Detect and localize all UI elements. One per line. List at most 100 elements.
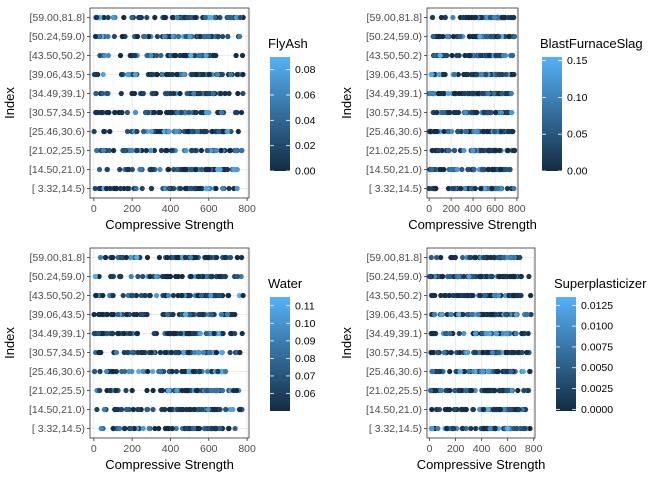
data-point bbox=[447, 273, 453, 280]
data-point bbox=[507, 273, 513, 280]
data-point bbox=[118, 71, 125, 78]
data-point bbox=[170, 311, 176, 318]
x-tick-label: 400 bbox=[162, 443, 180, 455]
data-point bbox=[487, 425, 493, 432]
data-point bbox=[510, 128, 516, 135]
x-axis-title: Compressive Strength bbox=[105, 217, 234, 232]
data-point bbox=[473, 109, 479, 116]
data-point bbox=[233, 52, 239, 59]
data-point bbox=[130, 406, 136, 413]
data-point bbox=[223, 368, 229, 375]
data-point bbox=[150, 387, 156, 394]
data-point bbox=[507, 166, 513, 173]
data-point bbox=[442, 14, 448, 21]
y-tick-label: [ 3.32,14.5) bbox=[369, 423, 422, 435]
data-point bbox=[217, 406, 223, 413]
data-point bbox=[464, 311, 470, 318]
data-point bbox=[432, 311, 438, 318]
data-point bbox=[154, 33, 160, 40]
data-point bbox=[178, 330, 184, 337]
data-point bbox=[130, 292, 136, 299]
data-point bbox=[185, 387, 191, 394]
data-point bbox=[154, 71, 160, 78]
data-point bbox=[135, 406, 141, 413]
data-point bbox=[470, 90, 476, 97]
data-point bbox=[434, 349, 441, 356]
data-point bbox=[142, 33, 148, 40]
data-point bbox=[458, 185, 464, 192]
legend: BlastFurnaceSlag 0.00 0.05 0.10 0.15 bbox=[540, 36, 643, 178]
data-point bbox=[104, 330, 110, 337]
data-point bbox=[166, 166, 172, 173]
data-point bbox=[203, 109, 210, 116]
data-point bbox=[124, 166, 130, 173]
data-point bbox=[174, 387, 180, 394]
data-point bbox=[158, 368, 164, 375]
data-point bbox=[179, 292, 185, 299]
data-point bbox=[160, 71, 166, 78]
x-tick-label: 400 bbox=[162, 203, 180, 215]
data-point bbox=[134, 33, 141, 40]
data-point bbox=[166, 330, 172, 337]
data-point bbox=[188, 273, 194, 280]
data-point bbox=[235, 90, 241, 97]
data-point bbox=[511, 273, 517, 280]
data-point bbox=[145, 406, 151, 413]
data-point bbox=[218, 311, 224, 318]
data-point bbox=[480, 406, 486, 413]
data-point bbox=[210, 128, 216, 135]
data-point bbox=[228, 128, 234, 135]
data-point bbox=[500, 52, 506, 59]
data-point bbox=[230, 406, 236, 413]
data-point bbox=[215, 33, 221, 40]
data-point bbox=[509, 109, 515, 116]
data-point bbox=[494, 330, 500, 337]
points-layer bbox=[426, 14, 518, 192]
x-tick-label: 600 bbox=[200, 203, 218, 215]
data-point bbox=[125, 185, 131, 192]
panel-border bbox=[89, 247, 250, 439]
data-point bbox=[150, 368, 156, 375]
data-point bbox=[485, 90, 491, 97]
data-point bbox=[193, 166, 199, 173]
data-point bbox=[480, 90, 486, 97]
data-point bbox=[162, 273, 168, 280]
data-point bbox=[441, 349, 447, 356]
x-tick-label: 400 bbox=[464, 203, 482, 215]
data-point bbox=[228, 71, 234, 78]
data-point bbox=[92, 368, 98, 375]
data-point bbox=[175, 292, 181, 299]
data-point bbox=[485, 254, 491, 261]
data-point bbox=[468, 425, 474, 432]
data-point bbox=[113, 349, 120, 356]
data-point bbox=[527, 368, 533, 375]
colorbar-tick-label: 0.02 bbox=[295, 140, 316, 152]
data-point bbox=[93, 90, 99, 97]
data-point bbox=[152, 425, 158, 432]
data-point bbox=[427, 90, 433, 97]
data-point bbox=[163, 147, 169, 154]
data-point bbox=[233, 147, 239, 154]
x-tick-label: 800 bbox=[238, 443, 256, 455]
data-point bbox=[218, 109, 225, 116]
data-point bbox=[193, 147, 199, 154]
colorbar bbox=[270, 297, 290, 411]
data-point bbox=[429, 166, 435, 173]
data-point bbox=[477, 406, 483, 413]
data-point bbox=[499, 90, 505, 97]
plot-panel bbox=[427, 8, 518, 198]
data-point bbox=[439, 273, 445, 280]
data-point bbox=[162, 349, 169, 356]
data-point bbox=[483, 330, 489, 337]
data-point bbox=[503, 71, 509, 78]
data-point bbox=[513, 330, 519, 337]
data-point bbox=[169, 147, 175, 154]
y-tick-label: [25.46,30.6) bbox=[366, 366, 422, 378]
data-point bbox=[456, 311, 462, 318]
y-axis-title: Index bbox=[339, 327, 354, 359]
data-point bbox=[103, 254, 109, 261]
data-point bbox=[451, 406, 457, 413]
data-point bbox=[113, 387, 119, 394]
data-point bbox=[506, 33, 512, 40]
data-point bbox=[199, 311, 205, 318]
